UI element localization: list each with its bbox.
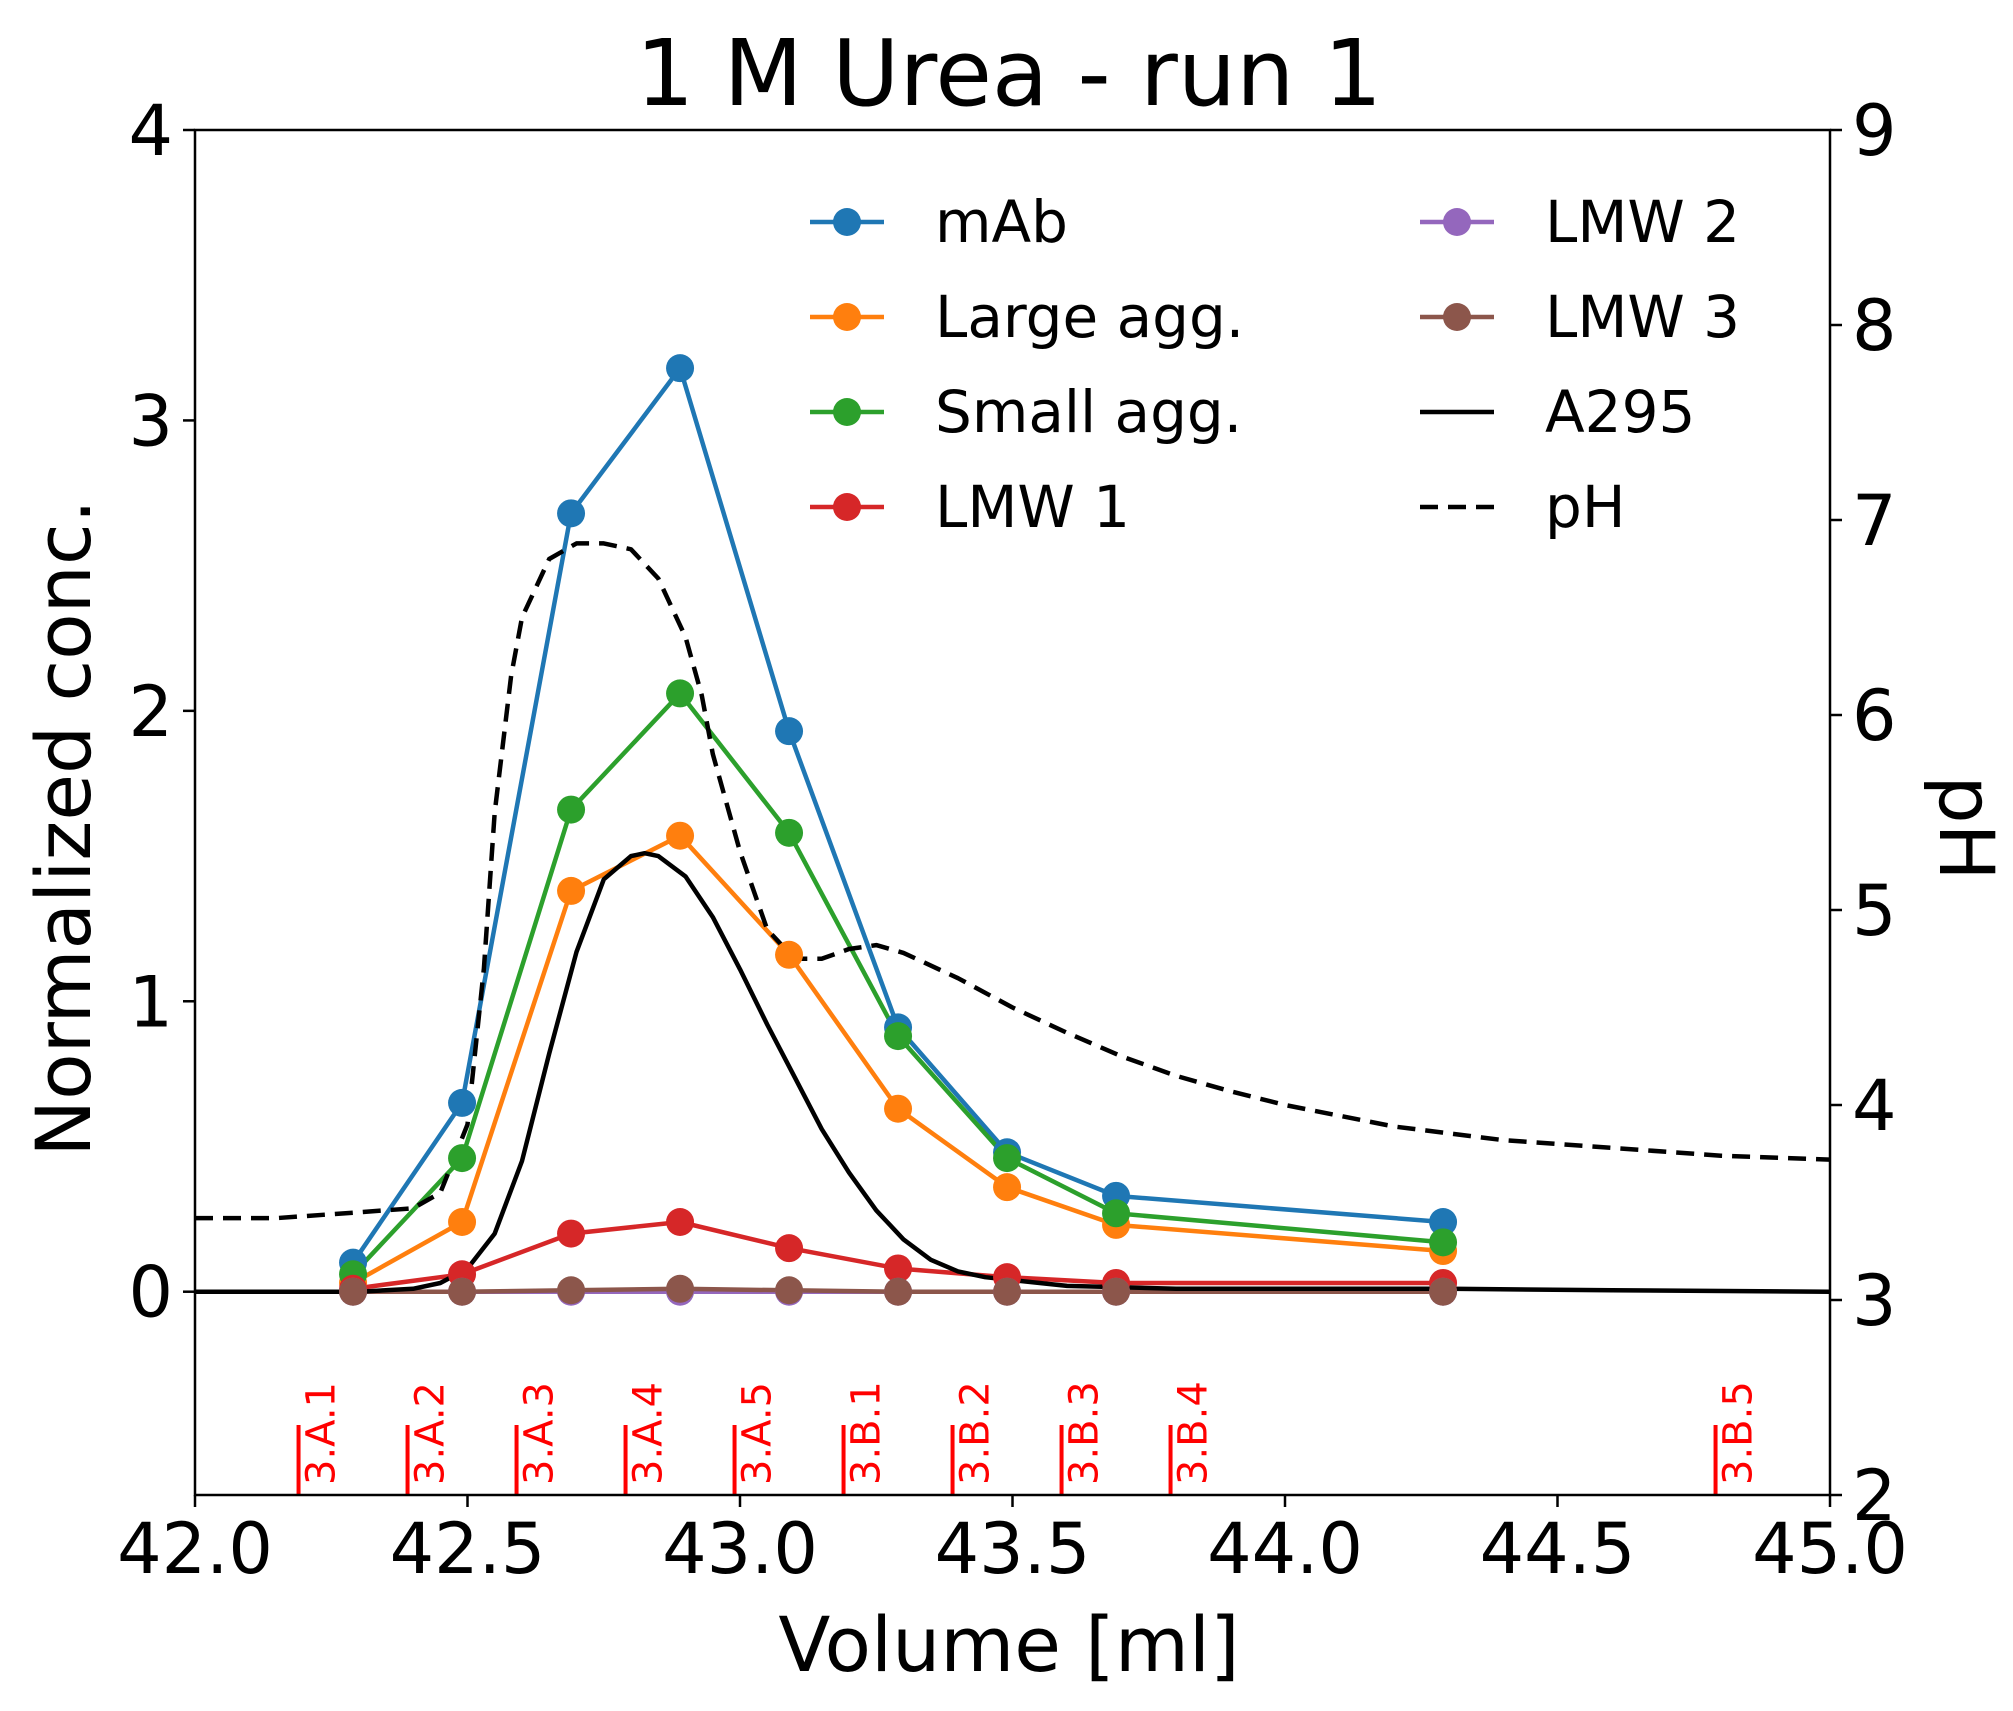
y-tick-label-2: 1	[128, 961, 173, 1043]
data-point-mab-5	[775, 717, 804, 746]
fraction-label-6: 3.B.1	[844, 1381, 890, 1485]
chart-title: 1 M Urea - run 1	[636, 20, 1382, 127]
data-point-lmw-3-8	[1102, 1277, 1131, 1306]
legend-item-lmw-1: LMW 1	[810, 473, 1130, 541]
legend-item-large-agg: Large agg.	[810, 283, 1244, 351]
y2-axis-label: pH	[1922, 775, 2011, 880]
data-point-small-agg-2	[448, 1144, 477, 1173]
legend-label-small-agg: Small agg.	[935, 378, 1242, 446]
fraction-markers: 3.A.1 3.A.2 3.A.3 3.A.4 3.A.5 3.B.1 3.B.2 3.B.3…	[296, 1381, 1762, 1495]
y2-tick-label-1: 2	[1852, 1455, 1897, 1537]
data-point-small-agg-8	[1102, 1199, 1131, 1228]
data-point-small-agg-9	[1429, 1228, 1458, 1257]
y-tick-label-5: 4	[128, 90, 173, 172]
x-axis-label: Volume [ml]	[778, 1600, 1239, 1689]
data-point-large-agg-6	[884, 1094, 913, 1123]
x-tick-label-5: 44.0	[1207, 1508, 1363, 1590]
y2-tick-label-6: 7	[1852, 480, 1897, 562]
legend-label-lmw-3: LMW 3	[1545, 283, 1740, 351]
data-point-small-agg-6	[884, 1022, 913, 1051]
series-line-small-agg	[351, 691, 1444, 1276]
fraction-label-8: 3.B.3	[1062, 1381, 1108, 1485]
axes: 42.0 42.5 43.0 43.5 44.0 44.5 45.0 0 1 2 3 4 2 3 4 5 6 7 8…	[117, 90, 1908, 1590]
legend-item-a295: A295	[1420, 378, 1695, 446]
data-point-lmw-1-4	[666, 1208, 695, 1236]
legend-marker-small-agg	[833, 398, 861, 426]
x-tick-label-1: 42.0	[117, 1508, 273, 1590]
fraction-label-4: 3.A.4	[626, 1382, 672, 1485]
data-point-lmw-3-5	[775, 1276, 804, 1305]
legend-item-small-agg: Small agg.	[810, 378, 1242, 446]
y2-tick-label-2: 3	[1852, 1260, 1897, 1342]
data-point-large-agg-3	[557, 876, 586, 905]
legend-label-mab: mAb	[935, 188, 1068, 256]
data-point-small-agg-7	[993, 1144, 1022, 1173]
data-point-large-agg-2	[448, 1208, 477, 1236]
fraction-label-5: 3.A.5	[735, 1382, 781, 1485]
x-tick-label-3: 43.0	[662, 1508, 818, 1590]
data-point-large-agg-5	[775, 940, 804, 969]
data-point-mab-2	[448, 1088, 477, 1117]
x-tick-label-2: 42.5	[390, 1508, 546, 1590]
data-point-lmw-3-6	[884, 1277, 913, 1306]
y-tick-label-4: 3	[128, 380, 173, 462]
data-point-lmw-1-3	[557, 1219, 586, 1248]
data-point-lmw-3-7	[993, 1277, 1022, 1306]
data-point-mab-9	[1429, 1208, 1458, 1236]
x-tick-label-4: 43.5	[935, 1508, 1091, 1590]
data-point-lmw-1-5	[775, 1234, 804, 1263]
y-tick-label-1: 0	[128, 1252, 173, 1334]
legend-marker-lmw-1	[833, 493, 861, 521]
legend-item-ph: pH	[1420, 473, 1625, 541]
y2-tick-label-5: 6	[1852, 675, 1897, 757]
y2-tick-label-4: 5	[1852, 870, 1897, 952]
series-line-large-agg	[351, 833, 1444, 1285]
y2-tick-label-8: 9	[1852, 90, 1897, 172]
y-axis-label: Normalized conc.	[19, 499, 108, 1157]
data-point-mab-4	[666, 354, 695, 383]
data-point-lmw-3-1	[339, 1277, 368, 1306]
series-line-a295	[195, 850, 1830, 1294]
legend-label-lmw-2: LMW 2	[1545, 188, 1740, 256]
data-point-lmw-3-3	[557, 1276, 586, 1305]
legend-item-mab: mAb	[810, 188, 1068, 256]
legend-marker-large-agg	[833, 303, 861, 331]
data-point-small-agg-5	[775, 818, 804, 847]
data-point-lmw-3-2	[448, 1277, 477, 1306]
fraction-label-2: 3.A.2	[408, 1382, 454, 1485]
legend-item-lmw-3: LMW 3	[1420, 283, 1740, 351]
data-point-lmw-3-9	[1429, 1277, 1458, 1306]
data-point-small-agg-4	[666, 679, 695, 708]
legend-label-ph: pH	[1545, 473, 1625, 541]
data-point-large-agg-7	[993, 1173, 1022, 1202]
series-line-ph	[195, 541, 1830, 1221]
data-point-lmw-1-6	[884, 1254, 913, 1283]
data-point-mab-3	[557, 499, 586, 528]
fraction-label-9: 3.B.4	[1171, 1381, 1217, 1485]
legend-marker-lmw-3	[1443, 303, 1471, 331]
legend-label-lmw-1: LMW 1	[935, 473, 1130, 541]
legend-label-large-agg: Large agg.	[935, 283, 1244, 351]
series-line-mab	[351, 365, 1444, 1264]
legend: mAb Large agg. Small agg. LMW 1 LMW 2 LMW 3 A2…	[810, 188, 1740, 541]
fraction-label-7: 3.B.2	[953, 1381, 999, 1485]
plot-markers	[339, 354, 1458, 1306]
legend-item-lmw-2: LMW 2	[1420, 188, 1740, 256]
y2-tick-label-3: 4	[1852, 1065, 1897, 1147]
data-point-small-agg-3	[557, 795, 586, 824]
fraction-label-3: 3.A.3	[517, 1382, 563, 1485]
fraction-label-10: 3.B.5	[1716, 1381, 1762, 1485]
legend-marker-mab	[833, 208, 861, 236]
y-tick-label-3: 2	[128, 671, 173, 753]
legend-marker-lmw-2	[1443, 208, 1471, 236]
y2-tick-label-7: 8	[1852, 285, 1897, 367]
data-point-lmw-3-4	[666, 1274, 695, 1303]
data-point-large-agg-4	[666, 821, 695, 850]
fraction-label-1: 3.A.1	[299, 1382, 345, 1485]
x-tick-label-6: 44.5	[1480, 1508, 1636, 1590]
x-tick-label-7: 45.0	[1752, 1508, 1908, 1590]
legend-label-a295: A295	[1545, 378, 1695, 446]
